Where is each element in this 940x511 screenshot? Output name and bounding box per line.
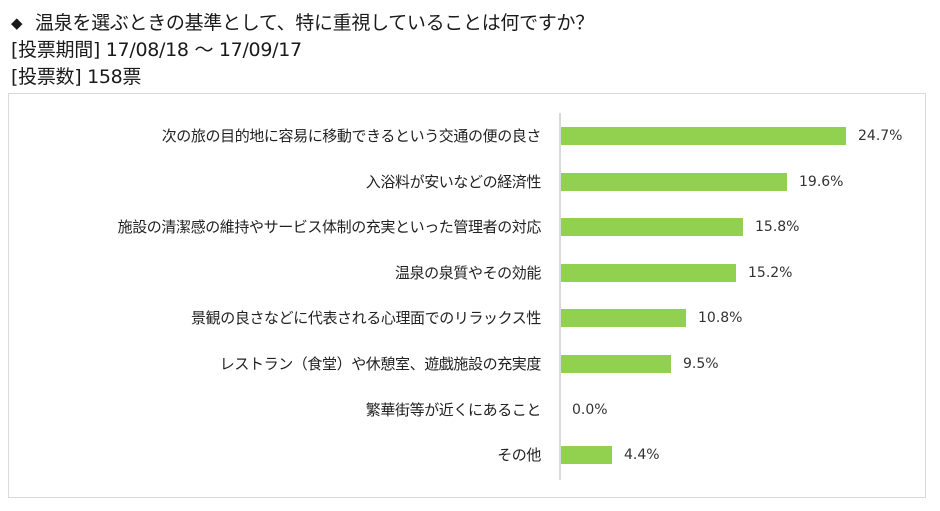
bar-row: 繁華街等が近くにあること 0.0% [0, 400, 940, 420]
bar [561, 173, 787, 191]
category-label: その他 [497, 446, 541, 464]
vote-count: [投票数] 158票 [11, 66, 142, 88]
value-label: 24.7% [858, 128, 903, 144]
category-label: レストラン（食堂）や休憩室、遊戯施設の充実度 [219, 355, 542, 373]
bar-row: その他 4.4% [0, 445, 940, 465]
category-label: 入浴料が安いなどの経済性 [365, 173, 542, 191]
diamond-bullet-icon: ◆ [11, 14, 23, 32]
question-title: ◆ 温泉を選ぶときの基準として、特に重視していることは何ですか？ [11, 10, 931, 37]
value-label: 10.8% [698, 310, 743, 326]
value-label: 4.4% [624, 447, 660, 463]
value-label: 0.0% [572, 402, 608, 418]
voting-period: [投票期間] 17/08/18 ～ 17/09/17 [11, 39, 302, 61]
category-axis-line [559, 113, 561, 480]
bar-row: 施設の清潔感の維持やサービス体制の充実といった管理者の対応 15.8% [0, 217, 940, 237]
bar-row: 入浴料が安いなどの経済性 19.6% [0, 172, 940, 192]
bar [561, 355, 671, 373]
bar [561, 446, 612, 464]
category-label: 次の旅の目的地に容易に移動できるという交通の便の良さ [161, 127, 542, 145]
bar [561, 309, 686, 327]
category-label: 温泉の泉質やその効能 [394, 264, 541, 282]
bar-row: レストラン（食堂）や休憩室、遊戯施設の充実度 9.5% [0, 354, 940, 374]
bar-row: 景観の良さなどに代表される心理面でのリラックス性 10.8% [0, 308, 940, 328]
bar-row: 次の旅の目的地に容易に移動できるという交通の便の良さ 24.7% [0, 126, 940, 146]
value-label: 9.5% [683, 356, 719, 372]
bar-row: 温泉の泉質やその効能 15.2% [0, 263, 940, 283]
value-label: 15.8% [755, 219, 800, 235]
chart-header: ◆ 温泉を選ぶときの基準として、特に重視していることは何ですか？ [投票期間] 1… [11, 10, 931, 91]
value-label: 19.6% [799, 174, 844, 190]
category-label: 繁華街等が近くにあること [365, 401, 542, 419]
bar [561, 127, 846, 145]
question-text: 温泉を選ぶときの基準として、特に重視していることは何ですか？ [35, 12, 594, 34]
value-label: 15.2% [748, 265, 793, 281]
chart-frame [8, 93, 926, 498]
category-label: 景観の良さなどに代表される心理面でのリラックス性 [191, 309, 541, 327]
bar [561, 264, 736, 282]
bar [561, 218, 743, 236]
category-label: 施設の清潔感の維持やサービス体制の充実といった管理者の対応 [117, 218, 542, 236]
